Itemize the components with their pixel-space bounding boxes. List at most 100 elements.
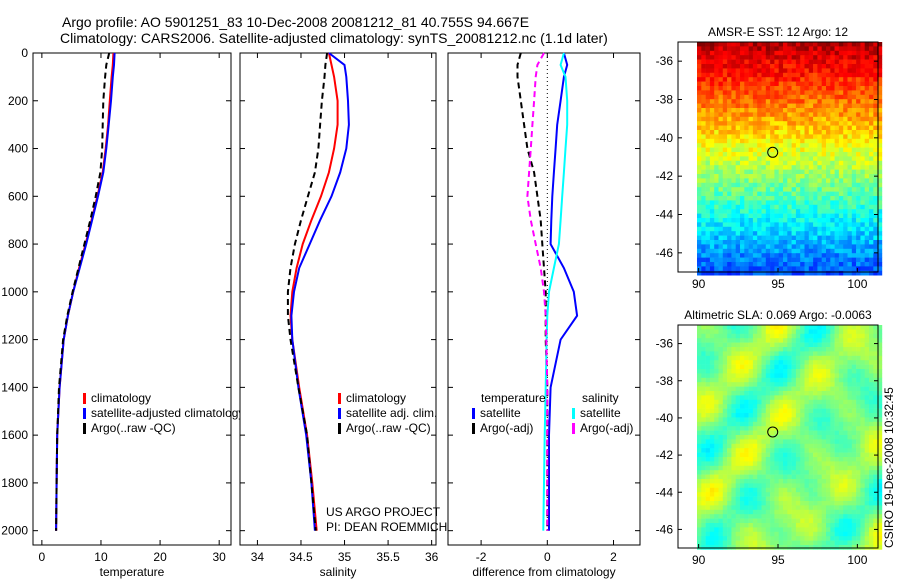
- map-cell: [838, 487, 844, 493]
- map-cell: [701, 196, 706, 201]
- map-cell: [869, 377, 874, 383]
- map-cell: [770, 461, 775, 467]
- map-cell: [804, 90, 810, 96]
- map-cell: [800, 501, 805, 506]
- map-cell: [752, 501, 758, 506]
- map-cell: [817, 386, 822, 392]
- map-cell: [774, 262, 779, 267]
- map-cell: [778, 174, 784, 179]
- map-cell: [770, 42, 775, 47]
- map-cell: [847, 509, 853, 515]
- map-cell: [697, 77, 702, 82]
- map-cell: [817, 457, 822, 462]
- map-cell: [765, 108, 771, 113]
- map-cell: [838, 479, 844, 484]
- map-cell: [877, 130, 883, 135]
- map-cell: [813, 257, 818, 263]
- map-cell: [851, 50, 857, 56]
- map-cell: [826, 226, 831, 232]
- map-cell: [722, 165, 728, 170]
- map-cell: [735, 443, 741, 449]
- map-cell: [783, 99, 788, 104]
- map-cell: [817, 395, 822, 401]
- map-cell: [761, 165, 767, 170]
- map-cell: [697, 235, 702, 241]
- map-cell: [869, 50, 874, 56]
- map-cell: [697, 46, 702, 52]
- map-cell: [838, 518, 844, 524]
- map-cell: [795, 59, 801, 65]
- map-cell: [856, 121, 861, 126]
- map-cell: [795, 226, 801, 232]
- map-cell: [752, 130, 758, 135]
- map-cell: [843, 413, 848, 418]
- legend-label: satellite adj. clim.: [346, 406, 437, 420]
- map-cell: [787, 413, 792, 418]
- map-cell: [821, 404, 827, 409]
- map-cell: [714, 218, 719, 223]
- map-cell: [765, 360, 771, 365]
- map-cell: [697, 103, 702, 109]
- map-cell: [826, 430, 831, 436]
- map-cell: [778, 125, 784, 131]
- map-cell: [701, 130, 706, 135]
- map-cell: [791, 130, 797, 135]
- map-cell: [778, 421, 784, 427]
- map-cell: [701, 253, 706, 258]
- map-cell: [877, 156, 883, 162]
- map-cell: [718, 329, 724, 335]
- map-cell: [774, 81, 779, 87]
- map-cell: [860, 143, 865, 148]
- map-cell: [705, 165, 711, 170]
- map-cell: [740, 196, 745, 201]
- map-cell: [843, 382, 848, 387]
- map-cell: [795, 399, 801, 405]
- map-cell: [783, 369, 788, 374]
- map-cell: [800, 430, 805, 436]
- map-cell: [813, 94, 818, 100]
- map-cell: [813, 360, 818, 365]
- map-cell: [813, 391, 818, 396]
- map-cell: [778, 435, 784, 440]
- map-cell: [722, 130, 728, 135]
- map-cell: [783, 257, 788, 263]
- map-cell: [722, 360, 728, 365]
- map-cell: [795, 408, 801, 414]
- map-cell: [830, 338, 835, 343]
- map-cell: [843, 523, 848, 528]
- map-cell: [787, 382, 792, 387]
- map-cell: [701, 156, 706, 162]
- map-cell: [718, 540, 724, 546]
- map-cell: [873, 99, 878, 104]
- map-cell: [697, 108, 702, 113]
- map-cell: [847, 152, 853, 157]
- map-cell: [856, 496, 861, 502]
- map-cell: [697, 386, 702, 392]
- map-cell: [856, 355, 861, 361]
- map-cell: [731, 226, 736, 232]
- map-cell: [800, 42, 805, 47]
- map-cell: [744, 470, 749, 475]
- map-cell: [714, 417, 719, 423]
- map-cell: [783, 373, 788, 379]
- map-cell: [740, 187, 745, 192]
- map-cell: [770, 253, 775, 258]
- map-cell: [752, 382, 758, 387]
- map-cell: [765, 540, 771, 546]
- map-cell: [791, 156, 797, 162]
- map-cell: [826, 77, 831, 82]
- map-cell: [838, 46, 844, 52]
- map-cell: [714, 222, 719, 228]
- map-cell: [778, 209, 784, 214]
- map-cell: [735, 325, 741, 330]
- map-cell: [851, 125, 857, 131]
- map-cell: [748, 266, 754, 272]
- map-cell: [808, 377, 814, 383]
- map-cell: [735, 231, 741, 236]
- map-cell: [813, 536, 818, 541]
- map-cell: [744, 461, 749, 467]
- map-cell: [744, 253, 749, 258]
- map-cell: [709, 527, 715, 533]
- map-cell: [821, 355, 827, 361]
